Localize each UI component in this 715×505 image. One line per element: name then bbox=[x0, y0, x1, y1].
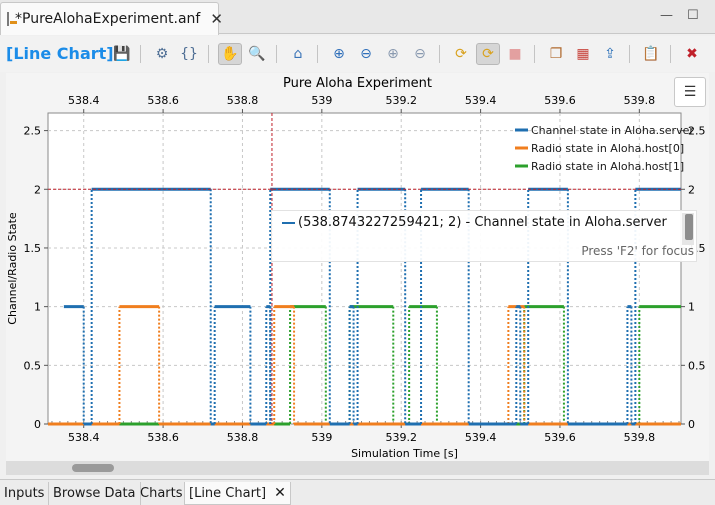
list-icon: ☰ bbox=[683, 84, 697, 100]
zoom-out-x-icon: ⊖ bbox=[414, 46, 426, 62]
zoom-out-button[interactable]: ⊖ bbox=[354, 43, 378, 65]
tooltip-entry: (538.8743227259421; 2) - Channel state i… bbox=[282, 215, 667, 230]
save-icon: 💾 bbox=[113, 46, 131, 62]
zoom-out-x-button[interactable]: ⊖ bbox=[408, 43, 432, 65]
gear-button[interactable]: ⚙ bbox=[150, 43, 174, 65]
toolbar-separator bbox=[629, 45, 630, 63]
maximize-button[interactable]: ☐ bbox=[687, 8, 699, 23]
copy-icon: ❐ bbox=[549, 46, 563, 62]
stop-icon: ■ bbox=[508, 46, 522, 62]
copy-button[interactable]: ❐ bbox=[544, 43, 568, 65]
chart-title: Pure Aloha Experiment bbox=[283, 76, 432, 91]
toolbar-separator bbox=[276, 45, 277, 63]
gear-icon: ⚙ bbox=[155, 46, 169, 62]
braces-button[interactable]: {} bbox=[177, 43, 201, 65]
chart-tooltip[interactable]: (538.8743227259421; 2) - Channel state i… bbox=[271, 210, 697, 262]
export-button[interactable]: ⇪ bbox=[598, 43, 622, 65]
tooltip-hint: Press 'F2' for focus bbox=[581, 244, 694, 258]
tab-line-chart[interactable]: [Line Chart] ✕ bbox=[184, 482, 291, 505]
toolbar-separator bbox=[439, 45, 440, 63]
zoom-in-x-button[interactable]: ⊕ bbox=[381, 43, 405, 65]
tooltip-series-swatch bbox=[282, 221, 295, 224]
horizontal-scrollbar[interactable] bbox=[6, 461, 709, 475]
paste-button[interactable]: 📋 bbox=[639, 43, 663, 65]
tab-charts[interactable]: Charts bbox=[136, 482, 188, 505]
zoom-out-icon: ⊖ bbox=[360, 46, 372, 62]
legend-toggle-button[interactable]: ☰ bbox=[674, 77, 706, 107]
zoom-magnifier-button[interactable]: 🔍 bbox=[245, 43, 269, 65]
tab-label: Browse Data bbox=[53, 486, 136, 501]
stop-button[interactable]: ■ bbox=[503, 43, 527, 65]
hand-pan-icon: ✋ bbox=[221, 46, 239, 62]
editor-tab-bar: *PureAlohaExperiment.anf ✕ — ☐ bbox=[0, 0, 715, 35]
zoom-magnifier-icon: 🔍 bbox=[248, 46, 266, 62]
tab-browse-data[interactable]: Browse Data bbox=[49, 482, 141, 505]
tab-label: Charts bbox=[140, 486, 183, 501]
chart-panel[interactable] bbox=[6, 73, 709, 461]
toolbar-separator bbox=[670, 45, 671, 63]
export-icon: ⇪ bbox=[604, 46, 616, 62]
zoom-in-x-icon: ⊕ bbox=[387, 46, 399, 62]
delete-icon: ✖ bbox=[686, 46, 698, 62]
chart-toolbar: [Line Chart] 💾 ⚙ {} ✋ 🔍 ⌂ ⊕ ⊖ ⊕ ⊖ ⟳ ⟳ ■ ❐ ▦ ⇪ 📋 ✖ bbox=[0, 36, 715, 72]
zoom-in-button[interactable]: ⊕ bbox=[327, 43, 351, 65]
editor-tab[interactable]: *PureAlohaExperiment.anf ✕ bbox=[0, 2, 223, 35]
zoom-in-icon: ⊕ bbox=[333, 46, 345, 62]
editor-tab-title: *PureAlohaExperiment.anf bbox=[15, 11, 201, 27]
toolbar-separator bbox=[317, 45, 318, 63]
analysis-file-icon bbox=[7, 12, 17, 26]
tooltip-scroll-thumb[interactable] bbox=[685, 214, 693, 240]
tab-label: Inputs bbox=[4, 486, 45, 501]
toolbar-separator bbox=[140, 45, 141, 63]
close-icon[interactable]: ✕ bbox=[210, 10, 223, 28]
hand-pan-button[interactable]: ✋ bbox=[218, 43, 242, 65]
home-button[interactable]: ⌂ bbox=[286, 43, 310, 65]
toolbar-separator bbox=[534, 45, 535, 63]
chart-export-icon: ▦ bbox=[576, 46, 590, 62]
tooltip-text: (538.8743227259421; 2) - Channel state i… bbox=[298, 215, 667, 230]
auto-refresh-icon: ⟳ bbox=[482, 46, 494, 62]
minimize-button[interactable]: — bbox=[660, 8, 673, 23]
auto-refresh-button[interactable]: ⟳ bbox=[476, 43, 500, 65]
home-icon: ⌂ bbox=[293, 46, 303, 62]
refresh-button[interactable]: ⟳ bbox=[449, 43, 473, 65]
bottom-tab-bar: Inputs Browse Data Charts [Line Chart] ✕ bbox=[0, 479, 715, 505]
save-button[interactable]: 💾 bbox=[110, 43, 134, 65]
chart-export-button[interactable]: ▦ bbox=[571, 43, 595, 65]
paste-icon: 📋 bbox=[642, 46, 660, 62]
refresh-icon: ⟳ bbox=[455, 46, 467, 62]
close-icon[interactable]: ✕ bbox=[274, 485, 286, 501]
horizontal-scroll-thumb[interactable] bbox=[72, 464, 114, 472]
toolbar-separator bbox=[208, 45, 209, 63]
tab-inputs[interactable]: Inputs bbox=[0, 482, 50, 505]
tab-label: [Line Chart] bbox=[189, 485, 267, 501]
delete-button[interactable]: ✖ bbox=[680, 43, 704, 65]
braces-icon: {} bbox=[180, 46, 198, 62]
view-title: [Line Chart] bbox=[6, 44, 114, 63]
